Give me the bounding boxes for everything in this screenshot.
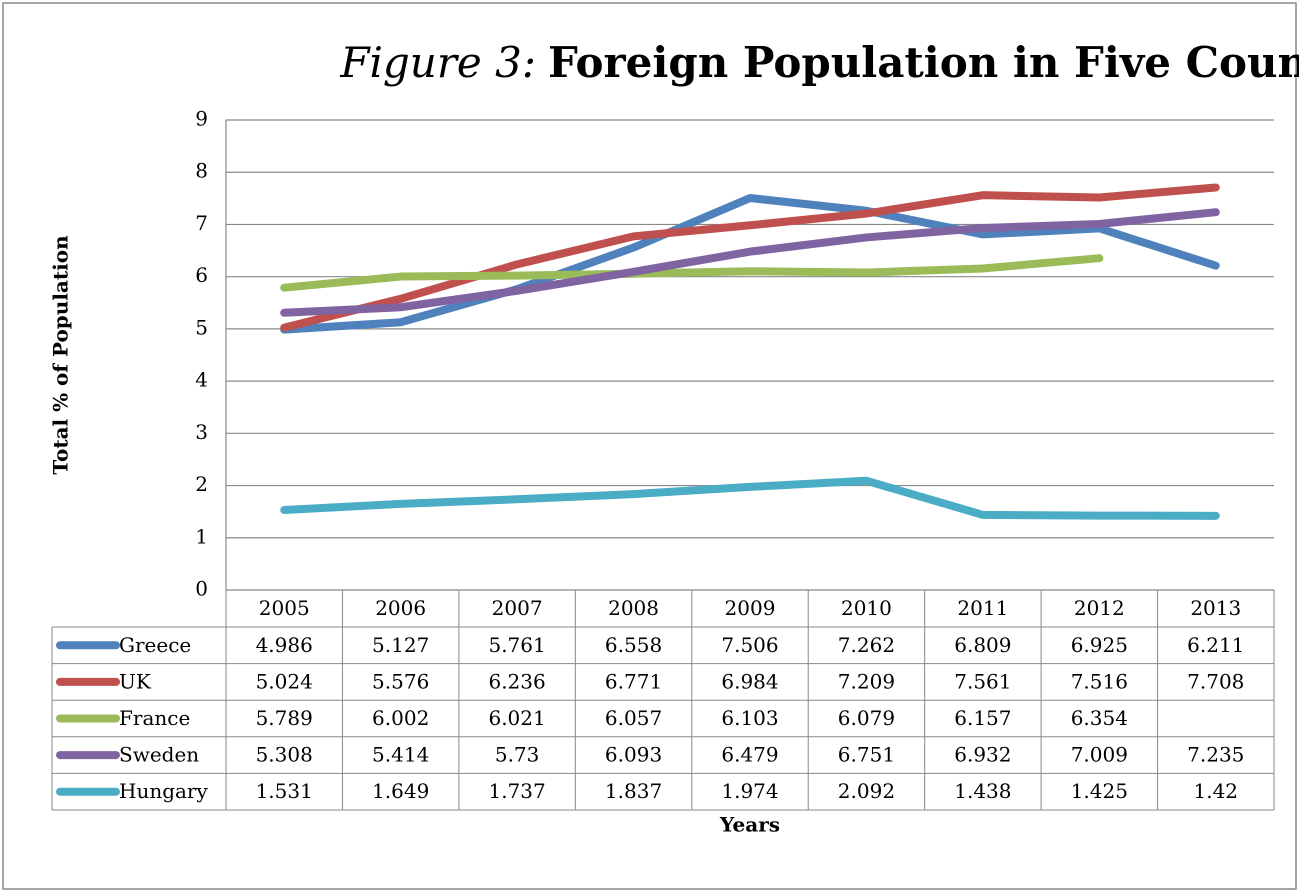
table-cell: 6.093 <box>605 743 662 767</box>
x-tick-label: 2007 <box>492 596 543 620</box>
table-cell: 7.561 <box>954 669 1011 693</box>
table-cell: 1.42 <box>1194 779 1239 803</box>
table-cell: 5.308 <box>256 743 313 767</box>
table-cell: 6.079 <box>838 706 895 730</box>
y-tick-label: 5 <box>195 315 208 339</box>
line-series <box>280 194 1220 334</box>
table-cell: 6.479 <box>721 743 778 767</box>
table-cell: 6.211 <box>1187 633 1244 657</box>
table-cell: 1.438 <box>954 779 1011 803</box>
x-tick-label: 2006 <box>375 596 426 620</box>
table-cell: 6.157 <box>954 706 1011 730</box>
y-tick-label: 9 <box>195 107 208 131</box>
legend-label: Hungary <box>119 779 208 803</box>
table-cell: 6.984 <box>721 669 778 693</box>
table-cell: 1.974 <box>721 779 778 803</box>
table-cell: 6.354 <box>1071 706 1128 730</box>
table-cell: 6.558 <box>605 633 662 657</box>
table-cell: 6.002 <box>372 706 429 730</box>
legend-label: UK <box>119 669 152 693</box>
table-cell: 6.236 <box>488 669 545 693</box>
line-series <box>280 476 1220 520</box>
y-tick-label: 3 <box>195 420 208 444</box>
line-series <box>280 183 1220 332</box>
chart-title-label: Figure 3: <box>339 38 536 87</box>
table-cell: 5.414 <box>372 743 429 767</box>
table-cell: 7.506 <box>721 633 778 657</box>
table-cell: 6.103 <box>721 706 778 730</box>
legend-label: Sweden <box>119 743 199 767</box>
table-cell: 6.771 <box>605 669 662 693</box>
table-cell: 1.737 <box>488 779 545 803</box>
y-tick-label: 6 <box>195 263 208 287</box>
table-cell: 7.262 <box>838 633 895 657</box>
x-tick-label: 2012 <box>1074 596 1125 620</box>
table-cell: 5.73 <box>495 743 540 767</box>
table-cell: 5.127 <box>372 633 429 657</box>
x-tick-label: 2013 <box>1190 596 1241 620</box>
table-cell: 1.837 <box>605 779 662 803</box>
legend-label: Greece <box>119 633 191 657</box>
table-cell: 7.516 <box>1071 669 1128 693</box>
table-cell: 6.021 <box>488 706 545 730</box>
table-cell: 7.209 <box>838 669 895 693</box>
y-tick-label: 0 <box>195 577 208 601</box>
line-series <box>280 208 1220 317</box>
y-tick-label: 8 <box>195 159 208 183</box>
y-tick-label: 4 <box>195 368 208 392</box>
table-cell: 1.425 <box>1071 779 1128 803</box>
chart-title: Foreign Population in Five Countries <box>548 38 1299 87</box>
table-cell: 4.986 <box>256 633 313 657</box>
x-tick-label: 2005 <box>259 596 310 620</box>
x-tick-label: 2010 <box>841 596 892 620</box>
table-cell: 1.531 <box>256 779 313 803</box>
x-tick-label: 2011 <box>957 596 1008 620</box>
y-tick-label: 2 <box>195 472 208 496</box>
table-cell: 7.235 <box>1187 743 1244 767</box>
table-cell: 6.057 <box>605 706 662 730</box>
y-tick-label: 1 <box>195 524 208 548</box>
table-cell: 6.751 <box>838 743 895 767</box>
x-tick-label: 2008 <box>608 596 659 620</box>
y-axis-label: Total % of Population <box>49 235 73 475</box>
table-cell: 6.809 <box>954 633 1011 657</box>
line-series <box>280 254 1104 292</box>
table-cell: 7.708 <box>1187 669 1244 693</box>
table-cell: 6.932 <box>954 743 1011 767</box>
table-cell: 2.092 <box>838 779 895 803</box>
table-cell: 5.576 <box>372 669 429 693</box>
table-cell: 5.024 <box>256 669 313 693</box>
y-tick-label: 7 <box>195 211 208 235</box>
legend-label: France <box>119 706 190 730</box>
x-axis-label: Years <box>719 813 780 837</box>
table-cell: 5.789 <box>256 706 313 730</box>
table-cell: 1.649 <box>372 779 429 803</box>
table-cell: 7.009 <box>1071 743 1128 767</box>
x-tick-label: 2009 <box>725 596 776 620</box>
table-cell: 5.761 <box>488 633 545 657</box>
table-cell: 6.925 <box>1071 633 1128 657</box>
